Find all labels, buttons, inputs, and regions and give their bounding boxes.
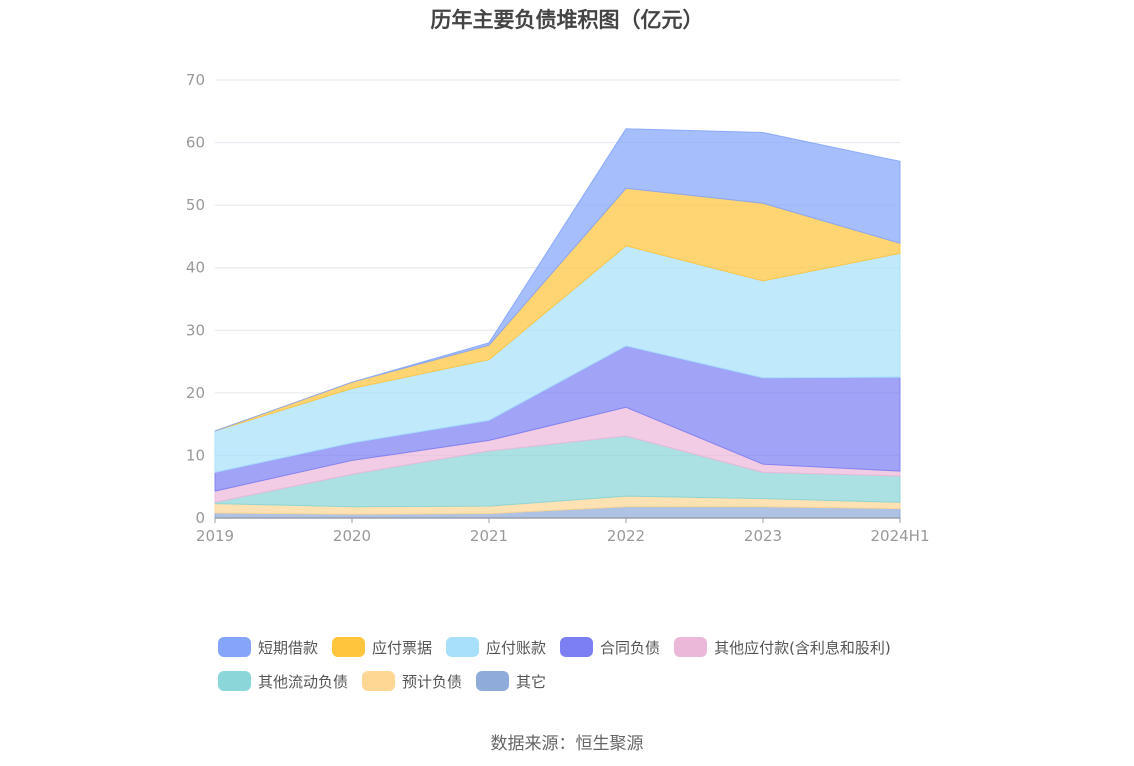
legend-item[interactable]: 应付票据 <box>332 637 432 658</box>
x-tick-label: 2022 <box>607 527 645 545</box>
x-tick-label: 2023 <box>744 527 782 545</box>
y-tick-label: 50 <box>186 196 205 214</box>
y-tick-label: 20 <box>186 384 205 402</box>
legend-label: 应付账款 <box>486 638 547 657</box>
legend-label: 合同负债 <box>600 638 661 657</box>
legend-swatch <box>674 637 708 657</box>
y-tick-label: 40 <box>186 259 205 277</box>
area-series <box>214 128 901 519</box>
y-tick-label: 60 <box>186 134 205 152</box>
legend: 短期借款 应付票据 应付账款 合同负债 其他应付款(含利息和股利) 其他流动负债 预计负债其… <box>218 630 938 698</box>
area-series-7[interactable] <box>214 128 901 432</box>
legend-row: 其他流动负债 预计负债 其它 <box>218 664 938 698</box>
x-tick-label: 2020 <box>333 527 371 545</box>
legend-label: 预计负债 <box>402 672 463 691</box>
legend-label: 其它 <box>516 672 547 691</box>
legend-label: 短期借款 <box>258 638 319 657</box>
legend-swatch <box>218 671 251 691</box>
legend-label: 应付票据 <box>372 638 433 657</box>
legend-swatch <box>362 671 396 691</box>
x-tick-label: 2021 <box>470 527 508 545</box>
y-tick-label: 70 <box>186 71 205 89</box>
legend-item[interactable]: 其他流动负债 <box>218 671 348 692</box>
legend-swatch <box>332 637 366 657</box>
legend-swatch <box>476 671 510 691</box>
legend-swatch <box>218 637 251 657</box>
y-tick-label: 10 <box>186 446 205 464</box>
legend-item[interactable]: 其他应付款(含利息和股利) <box>674 637 891 658</box>
legend-item[interactable]: 合同负债 <box>560 637 660 658</box>
legend-item[interactable]: 预计负债 <box>362 671 462 692</box>
chart-title: 历年主要负债堆积图（亿元） <box>430 8 704 32</box>
legend-label: 其他应付款(含利息和股利) <box>714 638 891 657</box>
x-tick-label: 2024H1 <box>871 527 930 545</box>
y-tick-label: 0 <box>195 509 205 527</box>
y-tick-label: 30 <box>186 321 205 339</box>
legend-row: 短期借款 应付票据 应付账款 合同负债 其他应付款(含利息和股利) <box>218 630 938 664</box>
legend-label: 其他流动负债 <box>258 672 349 691</box>
legend-item[interactable]: 短期借款 <box>218 637 318 658</box>
legend-swatch <box>446 637 480 657</box>
x-tick-label: 2019 <box>196 527 234 545</box>
axes: 0 10 20 30 40 50 60 70 2019 2020 2021 2022 2023 2024H… <box>186 71 930 545</box>
legend-item[interactable]: 应付账款 <box>446 637 546 658</box>
legend-item[interactable]: 其它 <box>476 671 546 692</box>
source-text: 数据来源：恒生聚源 <box>490 734 644 754</box>
legend-swatch <box>560 637 594 657</box>
